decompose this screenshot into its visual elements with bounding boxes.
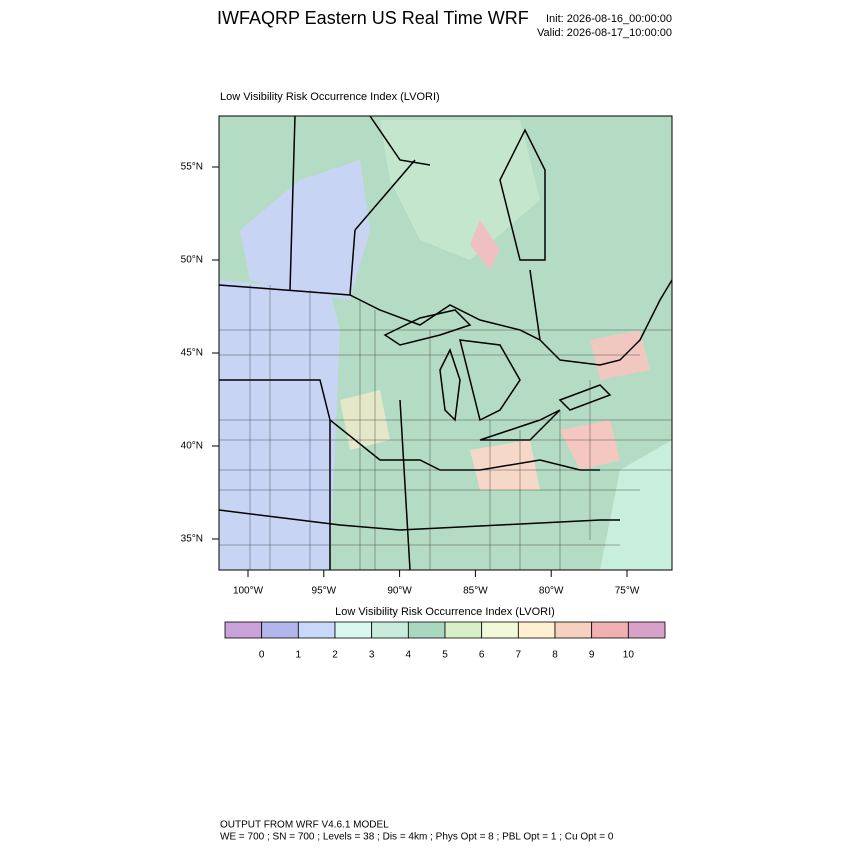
lat-tick-label: 55°N — [181, 162, 203, 173]
colorbar-label: 3 — [369, 650, 375, 661]
valid-time: Valid: 2026-08-17_10:00:00 — [537, 27, 672, 39]
colorbar-label: 2 — [332, 650, 338, 661]
colorbar-box — [371, 621, 409, 639]
ocean-area — [600, 440, 672, 570]
map-subtitle: Low Visibility Risk Occurrence Index (LV… — [220, 91, 440, 103]
colorbar-label: 1 — [296, 650, 302, 661]
colorbar-label: 8 — [552, 650, 558, 661]
county-lines — [219, 285, 672, 570]
low-risk-area — [240, 160, 370, 300]
colorbar-label: 10 — [623, 650, 635, 661]
colorbar-label: 6 — [479, 650, 485, 661]
colorbar-box — [407, 621, 446, 639]
lat-tick-label: 35°N — [181, 534, 203, 545]
colorbar-box — [517, 621, 556, 639]
high-risk-area — [470, 440, 540, 490]
lon-tick-label: 85°W — [463, 586, 488, 597]
colorbar-label: 4 — [406, 650, 412, 661]
footer-line: WE = 700 ; SN = 700 ; Levels = 38 ; Dis … — [220, 832, 614, 843]
lat-tick-label: 45°N — [181, 348, 203, 359]
colorbar-box — [444, 621, 483, 639]
map — [218, 115, 673, 571]
colorbar-box — [334, 621, 373, 639]
colorbar-title: Low Visibility Risk Occurrence Index (LV… — [335, 606, 555, 618]
colorbar-label: 9 — [589, 650, 595, 661]
lon-tick-label: 100°W — [233, 586, 264, 597]
colorbar-label: 0 — [259, 650, 265, 661]
colorbar-box — [554, 621, 593, 639]
lat-tick-label: 50°N — [181, 255, 203, 266]
colorbar-box — [224, 621, 263, 639]
colorbar-box — [297, 621, 336, 639]
colorbar-box — [627, 621, 666, 639]
lon-tick-label: 90°W — [387, 586, 412, 597]
low-risk-area — [219, 280, 340, 570]
lon-tick-label: 95°W — [312, 586, 337, 597]
lon-tick-label: 80°W — [539, 586, 564, 597]
title: IWFAQRP Eastern US Real Time WRF — [217, 8, 529, 28]
colorbar-box — [481, 621, 519, 639]
lon-tick-label: 75°W — [615, 586, 640, 597]
colorbar-box — [261, 621, 299, 639]
footer-line: OUTPUT FROM WRF V4.6.1 MODEL — [220, 820, 389, 831]
colorbar-label: 5 — [442, 650, 448, 661]
mid-risk-area — [380, 120, 540, 260]
lat-tick-label: 40°N — [181, 441, 203, 452]
colorbar-box — [591, 621, 629, 639]
map-frame — [218, 115, 673, 571]
colorbar-label: 7 — [516, 650, 522, 661]
high-risk-area — [470, 220, 500, 270]
init-time: Init: 2026-08-16_00:00:00 — [546, 13, 672, 25]
